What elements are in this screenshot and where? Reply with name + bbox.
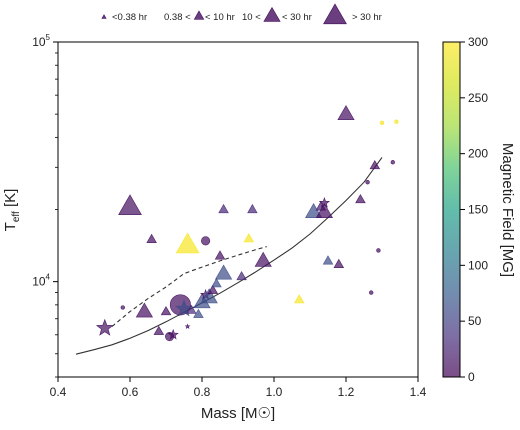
data-point: [355, 194, 366, 204]
dashed-model-curve: [111, 246, 267, 327]
data-point: [218, 203, 229, 214]
data-point: [175, 299, 193, 317]
colorbar-tick-label: 0: [468, 370, 475, 384]
data-point: [369, 290, 374, 295]
data-point: [214, 264, 233, 280]
legend-label: <0.38 hr: [112, 12, 147, 23]
colorbar-tick-label: 200: [468, 147, 488, 161]
data-point: [95, 318, 114, 336]
data-point: [247, 203, 258, 214]
legend-label: < 30 hr: [282, 12, 312, 23]
y-tick-label: 104: [32, 273, 50, 289]
data-point: [318, 197, 331, 208]
data-point: [146, 233, 157, 243]
data-point: [193, 308, 204, 318]
x-tick-label: 1.0: [266, 385, 283, 399]
data-point: [201, 236, 211, 246]
colorbar-tick-label: 150: [468, 203, 488, 217]
data-point: [369, 160, 381, 170]
colorbar-ticks: 0 50 100 150 200 250 300: [460, 35, 488, 384]
data-point: [376, 248, 381, 253]
solid-model-curve: [75, 157, 383, 355]
x-tick-label: 0.8: [194, 385, 211, 399]
data-point: [293, 294, 305, 304]
colorbar-tick-label: 300: [468, 35, 488, 49]
legend-label: 0.38 <: [164, 12, 191, 23]
data-point: [304, 202, 323, 218]
colorbar-tick-label: 50: [468, 314, 482, 328]
colorbar-tick-label: 250: [468, 91, 488, 105]
y-tick-label: 105: [32, 33, 50, 49]
x-tick-label: 0.6: [122, 385, 139, 399]
x-tick-label: 1.4: [410, 385, 427, 399]
y-axis: 104 105: [32, 33, 58, 378]
colorbar: [442, 41, 461, 378]
data-point: [211, 278, 222, 288]
data-point: [185, 304, 197, 314]
data-point: [214, 250, 226, 260]
data-point: [243, 233, 255, 243]
legend-label: < 10 hr: [205, 12, 235, 23]
data-point: [175, 232, 200, 254]
data-points: [95, 104, 399, 342]
legend-label: > 30 hr: [352, 12, 382, 23]
data-point: [135, 302, 154, 318]
data-point: [236, 271, 247, 281]
plot-frame: [57, 41, 419, 378]
data-point: [394, 119, 399, 124]
x-axis: 0.4 0.6 0.8 1.0 1.2 1.4: [50, 377, 427, 399]
colorbar-tick-label: 100: [468, 258, 488, 272]
data-point: [333, 258, 345, 269]
data-point: [379, 120, 385, 125]
x-axis-label: Mass [M☉]: [201, 405, 275, 422]
data-point: [118, 194, 142, 215]
legend-marker-tiny: [101, 14, 107, 19]
y-axis-label: Teff [K]: [2, 189, 22, 232]
data-point: [120, 305, 125, 310]
data-point: [167, 328, 179, 340]
data-point: [184, 323, 191, 330]
legend-label: 10 <: [242, 12, 261, 23]
colorbar-gradient: [443, 42, 460, 377]
data-point: [315, 202, 334, 218]
data-point: [390, 160, 395, 165]
data-point: [207, 284, 219, 294]
legend: <0.38 hr 0.38 < < 10 hr 10 < < 30 hr > 30 h…: [101, 3, 382, 25]
legend-marker-medium: [263, 6, 281, 22]
legend-marker-large: [323, 3, 347, 25]
data-point: [153, 325, 165, 335]
data-point: [365, 180, 370, 185]
data-point: [254, 251, 272, 267]
data-point: [322, 255, 334, 265]
data-point: [337, 104, 355, 120]
colorbar-label: Magnetic Field [MG]: [499, 143, 516, 277]
data-point: [200, 288, 218, 304]
x-tick-label: 0.4: [50, 385, 67, 399]
data-point: [160, 306, 172, 316]
legend-marker-small: [193, 10, 205, 20]
model-curves: [75, 157, 383, 355]
x-tick-label: 1.2: [338, 385, 355, 399]
